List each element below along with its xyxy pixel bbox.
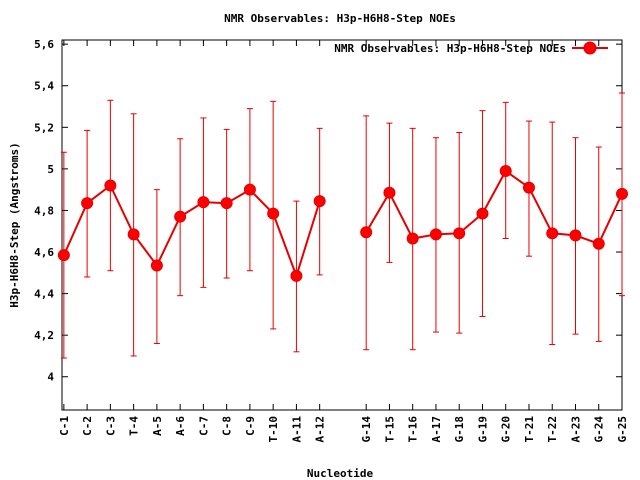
legend-label: NMR Observables: H3p-H6H8-Step NOEs	[334, 42, 566, 55]
data-point	[81, 197, 94, 210]
x-tick-label: A-12	[314, 416, 327, 443]
x-tick-label: G-14	[360, 416, 373, 443]
y-tick-label: 4,4	[34, 288, 54, 301]
x-tick-label: G-19	[476, 416, 489, 443]
data-point	[616, 187, 628, 200]
x-axis-label: Nucleotide	[307, 467, 374, 480]
y-tick-label: 5,2	[34, 121, 54, 134]
y-tick-label: 4,8	[34, 204, 54, 217]
data-point	[499, 164, 512, 177]
data-point	[290, 269, 303, 282]
data-point	[197, 196, 210, 209]
x-tick-label: A-6	[174, 416, 187, 436]
data-point	[127, 228, 140, 241]
y-tick-label: 4,2	[34, 329, 54, 342]
y-tick-label: 4,6	[34, 246, 54, 259]
data-point	[592, 237, 605, 250]
x-tick-label: C-1	[58, 416, 71, 436]
x-axis: C-1 C-2 C-3 T-4 A-5 A-6 C-7 C-8 C-9 T-10 A-11 A-12 G…	[58, 40, 629, 443]
x-tick-label: G-18	[453, 416, 466, 443]
x-tick-label: T-21	[523, 416, 536, 443]
data-point	[476, 207, 489, 220]
legend: NMR Observables: H3p-H6H8-Step NOEs	[334, 41, 608, 55]
x-tick-label: T-16	[407, 416, 420, 443]
legend-marker	[583, 41, 597, 55]
data-point	[522, 181, 535, 194]
y-axis: 4 4,2 4,4 4,6 4,8 5 5,2 5,4 5,6	[34, 38, 622, 384]
y-tick-label: 5,4	[34, 80, 54, 93]
data-point	[104, 179, 117, 192]
chart-title: NMR Observables: H3p-H6H8-Step NOEs	[224, 12, 456, 25]
x-tick-label: T-10	[267, 416, 280, 443]
x-tick-label: C-7	[197, 416, 210, 436]
data-point	[150, 259, 163, 272]
data-point	[429, 228, 442, 241]
x-tick-label: G-24	[593, 416, 606, 443]
data-point	[360, 226, 373, 239]
y-axis-label: H3p-H6H8-Step (Angstroms)	[8, 142, 21, 308]
x-tick-label: A-23	[569, 416, 582, 443]
x-tick-label: G-25	[616, 416, 629, 443]
x-tick-label: C-9	[244, 416, 257, 436]
data-point	[383, 186, 396, 199]
x-tick-label: T-4	[128, 416, 141, 436]
x-tick-label: T-22	[546, 416, 559, 443]
data-point	[406, 232, 419, 245]
x-tick-label: C-8	[221, 416, 234, 436]
data-point	[267, 207, 280, 220]
y-tick-label: 5,6	[34, 38, 54, 51]
x-tick-label: C-3	[104, 416, 117, 436]
series-layer	[57, 92, 628, 359]
plot-frame	[61, 39, 623, 411]
y-tick-label: 5	[47, 163, 54, 176]
x-tick-label: T-15	[383, 416, 396, 443]
data-point	[220, 197, 233, 210]
series-line	[365, 169, 623, 245]
data-point	[243, 183, 256, 196]
series-line	[62, 183, 321, 279]
data-point	[57, 249, 70, 262]
x-tick-label: A-11	[290, 416, 303, 443]
data-point	[546, 227, 559, 240]
x-tick-label: A-5	[151, 416, 164, 436]
data-point	[569, 229, 582, 242]
data-point	[453, 227, 466, 240]
data-point	[174, 210, 187, 223]
data-point	[313, 195, 326, 208]
x-tick-label: C-2	[81, 416, 94, 436]
x-tick-label: G-20	[500, 416, 513, 443]
x-tick-label: A-17	[430, 416, 443, 443]
y-tick-label: 4	[47, 371, 54, 384]
